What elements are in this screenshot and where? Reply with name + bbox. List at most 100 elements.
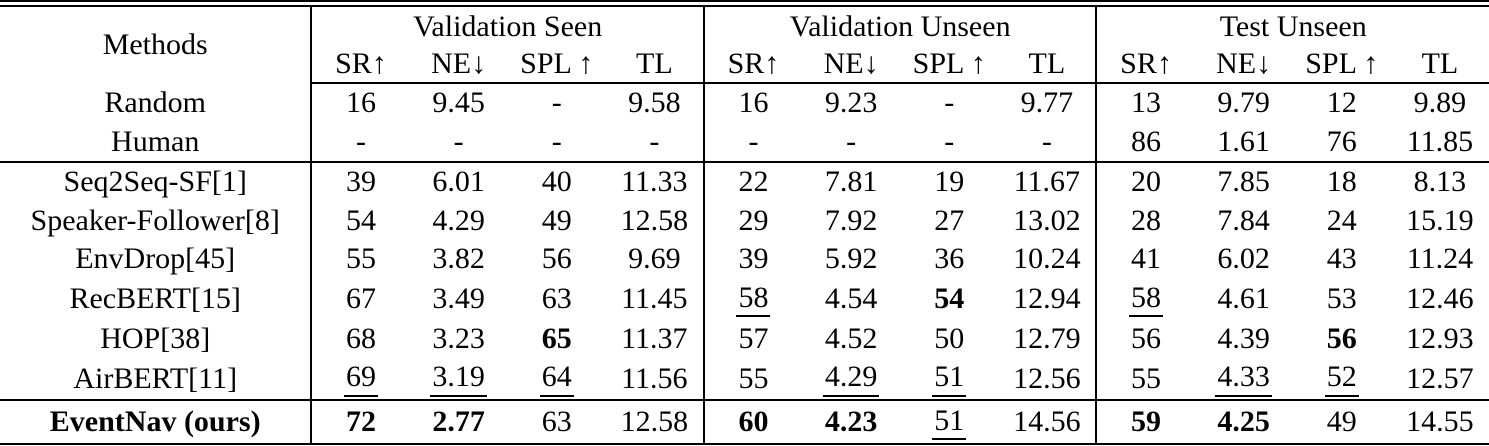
metric-value-cell: -	[998, 122, 1098, 163]
metric-value: 20	[1131, 165, 1161, 199]
metric-value: 11.33	[621, 165, 688, 199]
metric-value-cell: 6.01	[410, 162, 508, 202]
metric-value-cell: 3.82	[410, 240, 508, 278]
metric-value-cell: 22	[704, 162, 802, 202]
metric-value-cell: 59	[1096, 400, 1194, 444]
metric-value-cell: 51	[900, 357, 999, 402]
metric-value-cell: 9.89	[1391, 83, 1489, 123]
metric-value: 60	[738, 405, 769, 439]
metric-value: 5.92	[824, 242, 878, 276]
table-row: HOP[38] 68 3.23 65 11.37 57 4.52 50 12.79 56 4.39 5…	[0, 319, 1489, 358]
method-label: Random	[104, 85, 207, 119]
metric-value-cell: 49	[508, 202, 606, 240]
metric-value: 6.02	[1217, 242, 1270, 276]
metric-header-spl: SPL ↑	[507, 46, 606, 84]
metric-value-cell: 39	[704, 240, 802, 278]
metric-value-cell: 4.54	[802, 278, 900, 319]
metric-value-cell: 58	[704, 278, 802, 319]
metric-value: 3.19	[430, 362, 487, 397]
metric-value: -	[846, 124, 857, 158]
metric-value-cell: -	[508, 83, 606, 123]
metric-value: 86	[1131, 124, 1161, 158]
results-table: Methods Validation Seen Validation Unsee…	[0, 5, 1489, 445]
metric-value-cell: 16	[311, 83, 409, 123]
metric-value: 4.39	[1217, 321, 1270, 355]
table-row: Human - - - - - - - - 86 1.61 76 11.85	[0, 122, 1489, 163]
method-cell: HOP[38]	[0, 319, 313, 358]
metric-value: 9.45	[432, 86, 485, 120]
metric-value-cell: 1.61	[1194, 122, 1293, 163]
table-row: RecBERT[15] 67 3.49 63 11.45 58 4.54 54 12.94 58 4…	[0, 278, 1489, 320]
method-cell: Speaker-Follower[8]	[0, 201, 313, 240]
metric-value-cell: 16	[704, 83, 802, 123]
metric-value-cell: 4.29	[410, 202, 508, 240]
metric-value-cell: -	[605, 122, 705, 163]
metric-header-tl: TL	[1390, 46, 1489, 84]
metric-value-cell: 12	[1293, 83, 1391, 123]
metric-value-cell: -	[900, 122, 999, 163]
metric-value: 2.77	[432, 405, 485, 439]
metric-value: 15.19	[1406, 203, 1474, 237]
metric-value-cell: 13	[1096, 83, 1194, 123]
metric-value: 9.58	[628, 86, 681, 120]
metric-value-cell: 49	[1293, 400, 1391, 444]
metric-value-cell: 69	[311, 357, 410, 402]
metric-value-cell: 27	[900, 202, 998, 240]
method-cell: AirBERT[11]	[0, 357, 313, 402]
metric-value-cell: 57	[704, 320, 802, 358]
method-label: RecBERT[15]	[69, 281, 241, 315]
metric-value: 4.29	[432, 203, 485, 237]
metric-value: 52	[1324, 362, 1359, 397]
group-header-validation-seen: Validation Seen	[311, 6, 705, 46]
group-header-validation-unseen: Validation Unseen	[703, 6, 1098, 46]
metric-value-cell: 6.02	[1195, 240, 1293, 278]
metric-value: 57	[738, 321, 769, 355]
metric-value-cell: 11.56	[605, 357, 705, 402]
metric-value-cell: 56	[1293, 320, 1391, 358]
metric-header-spl: SPL ↑	[900, 46, 999, 84]
metric-value: 12.57	[1406, 361, 1474, 395]
metric-value-cell: 40	[508, 162, 606, 202]
method-cell: Random	[0, 83, 313, 123]
method-label: HOP[38]	[100, 321, 211, 355]
metric-value: 64	[539, 362, 574, 397]
method-label: Speaker-Follower[8]	[30, 203, 280, 237]
metric-value-cell: 65	[508, 320, 606, 358]
metric-value: 12.58	[620, 203, 689, 237]
metric-value-cell: 9.23	[802, 83, 900, 123]
metric-value-cell: 13.02	[998, 201, 1098, 240]
metric-value-cell: 63	[508, 400, 606, 444]
metric-value-cell: 12.79	[998, 319, 1098, 358]
metric-value-cell: 12.93	[1391, 320, 1489, 358]
table-row: AirBERT[11] 69 3.19 64 11.56 55 4.29 51 12.56 55 4…	[0, 357, 1489, 402]
metric-header-row: SR↑ NE↓ SPL ↑ TL SR↑ NE↓ SPL ↑ TL SR↑ NE…	[0, 46, 1489, 84]
metric-value-cell: 24	[1293, 202, 1391, 240]
metric-value: 12.93	[1406, 321, 1474, 355]
metric-header-ne: NE↓	[1194, 46, 1293, 84]
metric-value-cell: 56	[1096, 320, 1194, 358]
metric-value-cell: 56	[508, 240, 606, 278]
metric-value: 16	[738, 86, 769, 120]
metric-value-cell: 11.33	[605, 162, 705, 202]
metric-value: 4.23	[824, 405, 878, 439]
metric-value: 14.56	[1013, 405, 1081, 439]
metric-value: 7.81	[824, 165, 878, 199]
metric-value: 4.52	[824, 321, 878, 355]
metric-header-tl: TL	[605, 46, 705, 84]
metric-value-cell: 12.58	[605, 201, 705, 240]
method-cell: Seq2Seq-SF[1]	[0, 162, 313, 202]
metric-value: 4.25	[1217, 405, 1270, 439]
metric-value-cell: -	[802, 122, 901, 163]
metric-value-cell: 9.79	[1195, 83, 1293, 123]
metric-value: 16	[345, 86, 376, 120]
metric-value: -	[453, 124, 464, 158]
metric-value-cell: 7.85	[1195, 162, 1293, 202]
metric-value-cell: -	[409, 122, 508, 163]
metric-value: 41	[1131, 242, 1161, 276]
metric-value: 50	[934, 321, 965, 355]
metric-value-cell: 2.77	[410, 400, 508, 444]
metric-value-cell: 55	[1096, 357, 1195, 402]
method-cell: EnvDrop[45]	[0, 239, 313, 279]
table-row: EnvDrop[45] 55 3.82 56 9.69 39 5.92 36 10.24 41 6.…	[0, 239, 1489, 279]
